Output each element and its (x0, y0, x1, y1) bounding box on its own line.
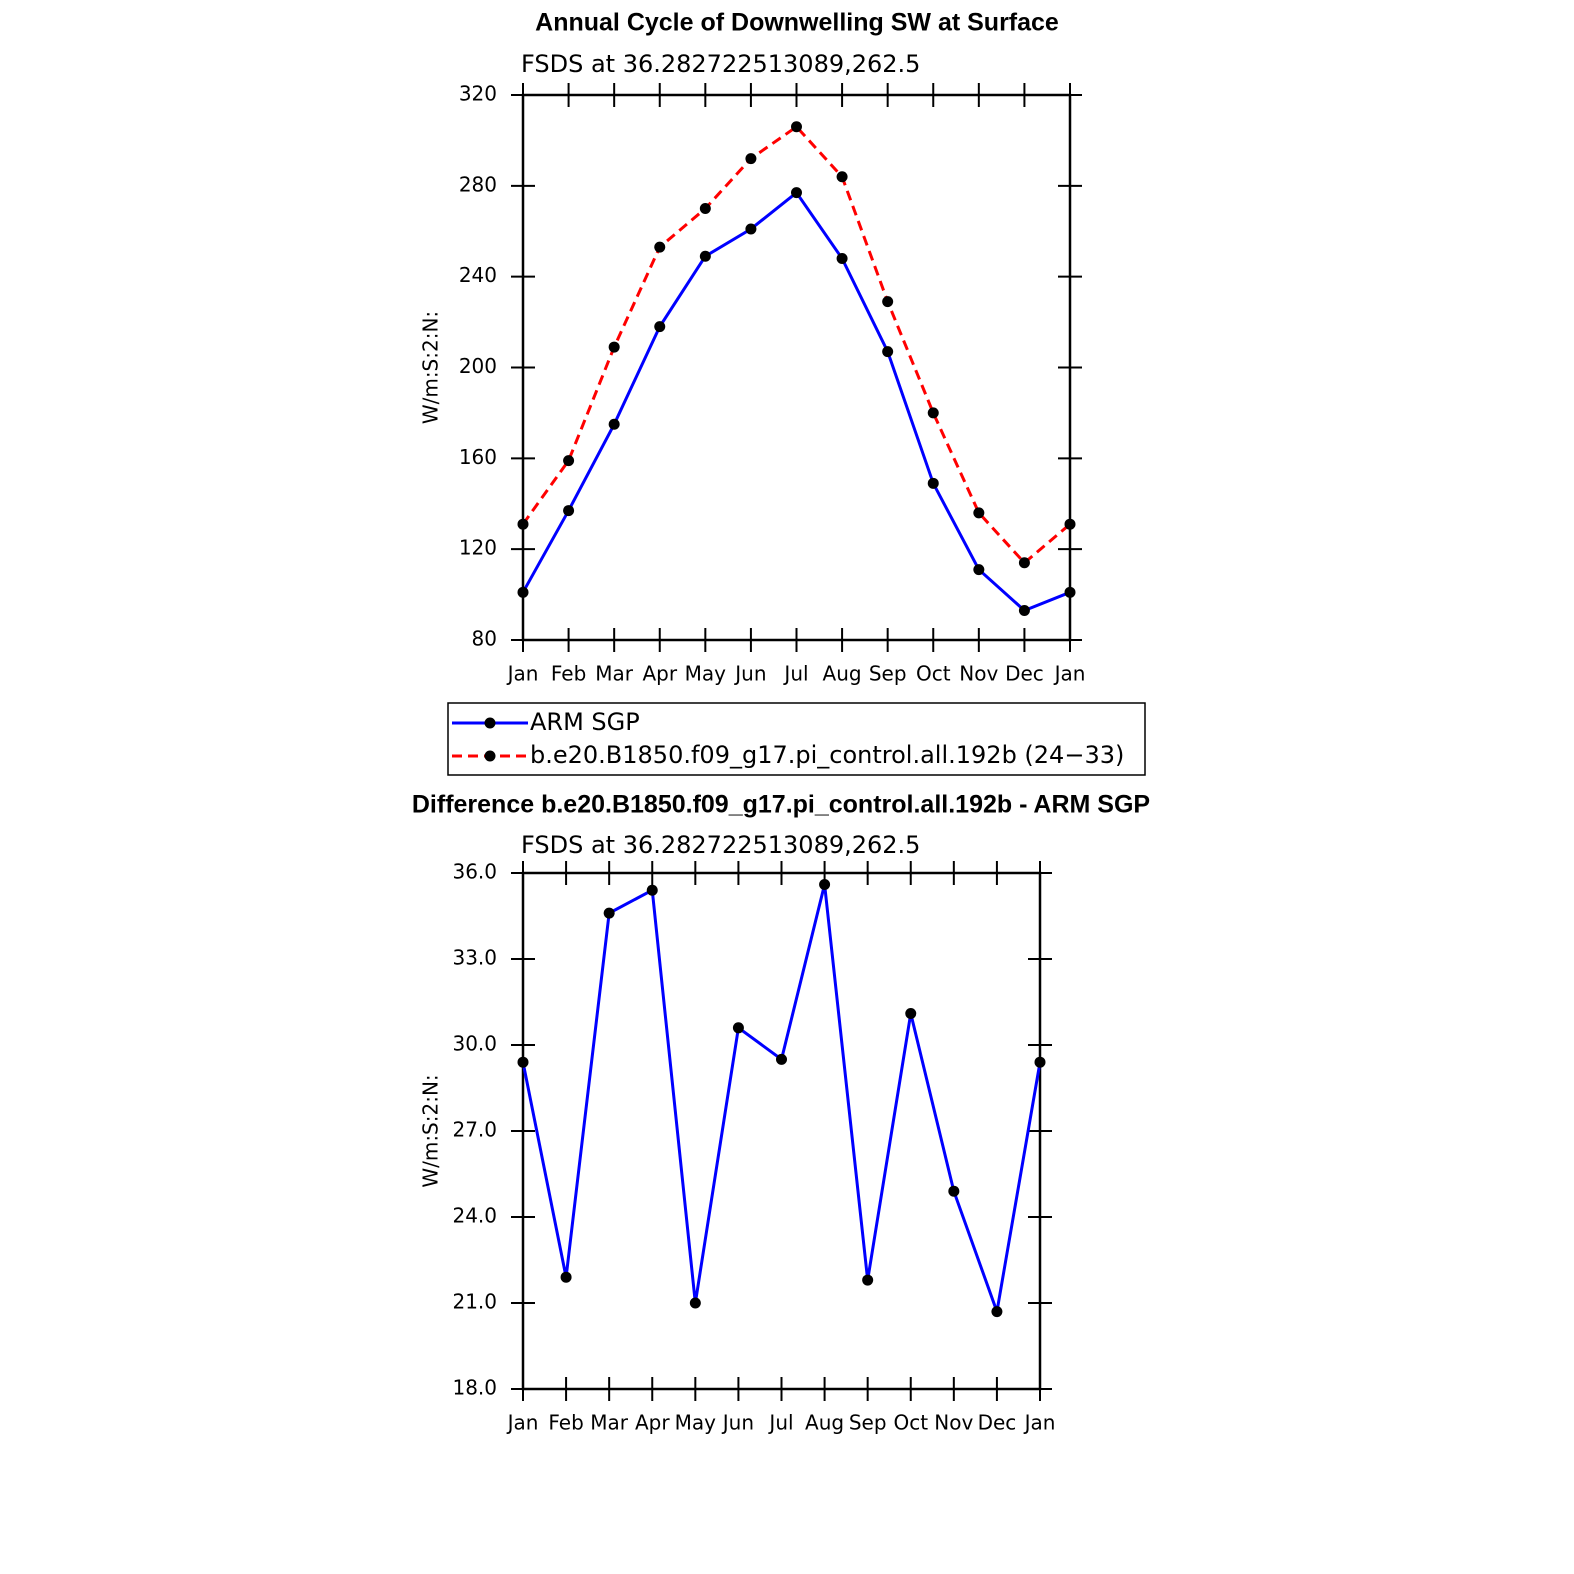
legend-marker (484, 750, 496, 762)
data-point (1064, 518, 1076, 530)
x-tick-label: May (685, 662, 727, 686)
data-point (791, 121, 802, 133)
chart-subtitle: FSDS at 36.282722513089,262.5 (521, 50, 920, 78)
plot-frame (521, 871, 1042, 1391)
x-tick-label: May (675, 1411, 717, 1435)
x-tick-label: Jul (782, 662, 808, 686)
data-point (699, 250, 711, 262)
data-point (819, 878, 831, 890)
y-tick-label: 80 (472, 627, 497, 651)
y-tick-label: 27.0 (452, 1118, 497, 1142)
chart-subtitle: FSDS at 36.282722513089,262.5 (521, 831, 920, 859)
x-tick-label: Mar (590, 1411, 629, 1435)
y-tick-label: 33.0 (452, 946, 497, 970)
data-point (882, 296, 894, 308)
x-tick-label: Nov (934, 1411, 973, 1435)
y-tick-label: 24.0 (452, 1204, 497, 1228)
data-point (836, 171, 848, 183)
y-tick-label: 120 (459, 536, 497, 560)
x-tick-label: Jan (1053, 662, 1086, 686)
data-point (927, 407, 939, 419)
data-point (517, 518, 529, 530)
data-point (1064, 586, 1076, 598)
data-point (836, 253, 848, 264)
x-tick-label: Oct (893, 1411, 928, 1435)
legend-label: b.e20.B1850.f09_g17.pi_control.all.192b … (530, 741, 1124, 769)
data-point (776, 1053, 787, 1065)
legend-box (447, 702, 1146, 776)
data-point (654, 321, 666, 333)
data-point (882, 346, 894, 358)
y-tick-label: 18.0 (452, 1376, 497, 1400)
data-point (1034, 1056, 1046, 1068)
data-point (905, 1007, 917, 1019)
y-axis-label: W/m:S:2:N: (419, 1074, 443, 1187)
data-point (991, 1306, 1003, 1318)
x-tick-label: Jan (1023, 1411, 1056, 1435)
data-point (1018, 604, 1030, 616)
data-point (732, 1022, 744, 1034)
data-point (1018, 557, 1030, 569)
y-tick-label: 30.0 (452, 1032, 497, 1056)
y-tick-label: 320 (459, 82, 497, 106)
x-tick-label: Jun (733, 662, 766, 686)
data-point (689, 1297, 701, 1309)
x-tick-label: Feb (548, 1411, 583, 1435)
x-tick-label: Jun (721, 1411, 754, 1435)
data-point (973, 507, 985, 519)
data-point (791, 187, 802, 199)
data-point (646, 884, 658, 896)
y-tick-label: 160 (459, 445, 497, 469)
legend-marker (484, 717, 496, 729)
x-tick-label: Apr (642, 662, 677, 686)
data-point (745, 223, 757, 235)
y-axis-label: W/m:S:2:N: (419, 311, 443, 424)
data-point (927, 477, 939, 489)
data-point (517, 1056, 529, 1068)
y-tick-label: 240 (459, 263, 497, 287)
data-point (608, 341, 620, 353)
x-tick-label: Jan (506, 1411, 539, 1435)
legend-label: ARM SGP (530, 708, 640, 736)
data-point (563, 505, 575, 517)
data-point (862, 1274, 874, 1286)
y-tick-label: 200 (459, 354, 497, 378)
data-point (745, 153, 757, 165)
x-tick-label: Aug (805, 1411, 844, 1435)
x-tick-label: Feb (551, 662, 586, 686)
x-tick-label: Mar (595, 662, 634, 686)
y-tick-label: 21.0 (452, 1290, 497, 1314)
data-point (973, 564, 985, 576)
x-tick-label: Sep (869, 662, 907, 686)
series-line (521, 884, 1042, 1318)
data-point (948, 1185, 960, 1197)
data-point (517, 586, 529, 598)
chart-title: Difference b.e20.B1850.f09_g17.pi_contro… (412, 791, 1150, 819)
x-tick-label: Jul (767, 1411, 793, 1435)
x-tick-label: Dec (978, 1411, 1017, 1435)
x-tick-label: Oct (916, 662, 951, 686)
data-point (608, 418, 620, 430)
x-tick-label: Jan (506, 662, 539, 686)
data-point (560, 1271, 572, 1283)
series-line (521, 190, 1071, 613)
data-point (654, 241, 666, 253)
x-tick-label: Dec (1005, 662, 1044, 686)
x-tick-label: Apr (635, 1411, 670, 1435)
y-tick-label: 280 (459, 172, 497, 196)
x-tick-label: Nov (959, 662, 998, 686)
data-point (603, 907, 615, 919)
data-point (699, 203, 711, 215)
chart-title: Annual Cycle of Downwelling SW at Surfac… (535, 9, 1059, 37)
y-tick-label: 36.0 (452, 860, 497, 884)
x-tick-label: Sep (849, 1411, 887, 1435)
data-point (563, 455, 575, 467)
x-tick-label: Aug (823, 662, 862, 686)
